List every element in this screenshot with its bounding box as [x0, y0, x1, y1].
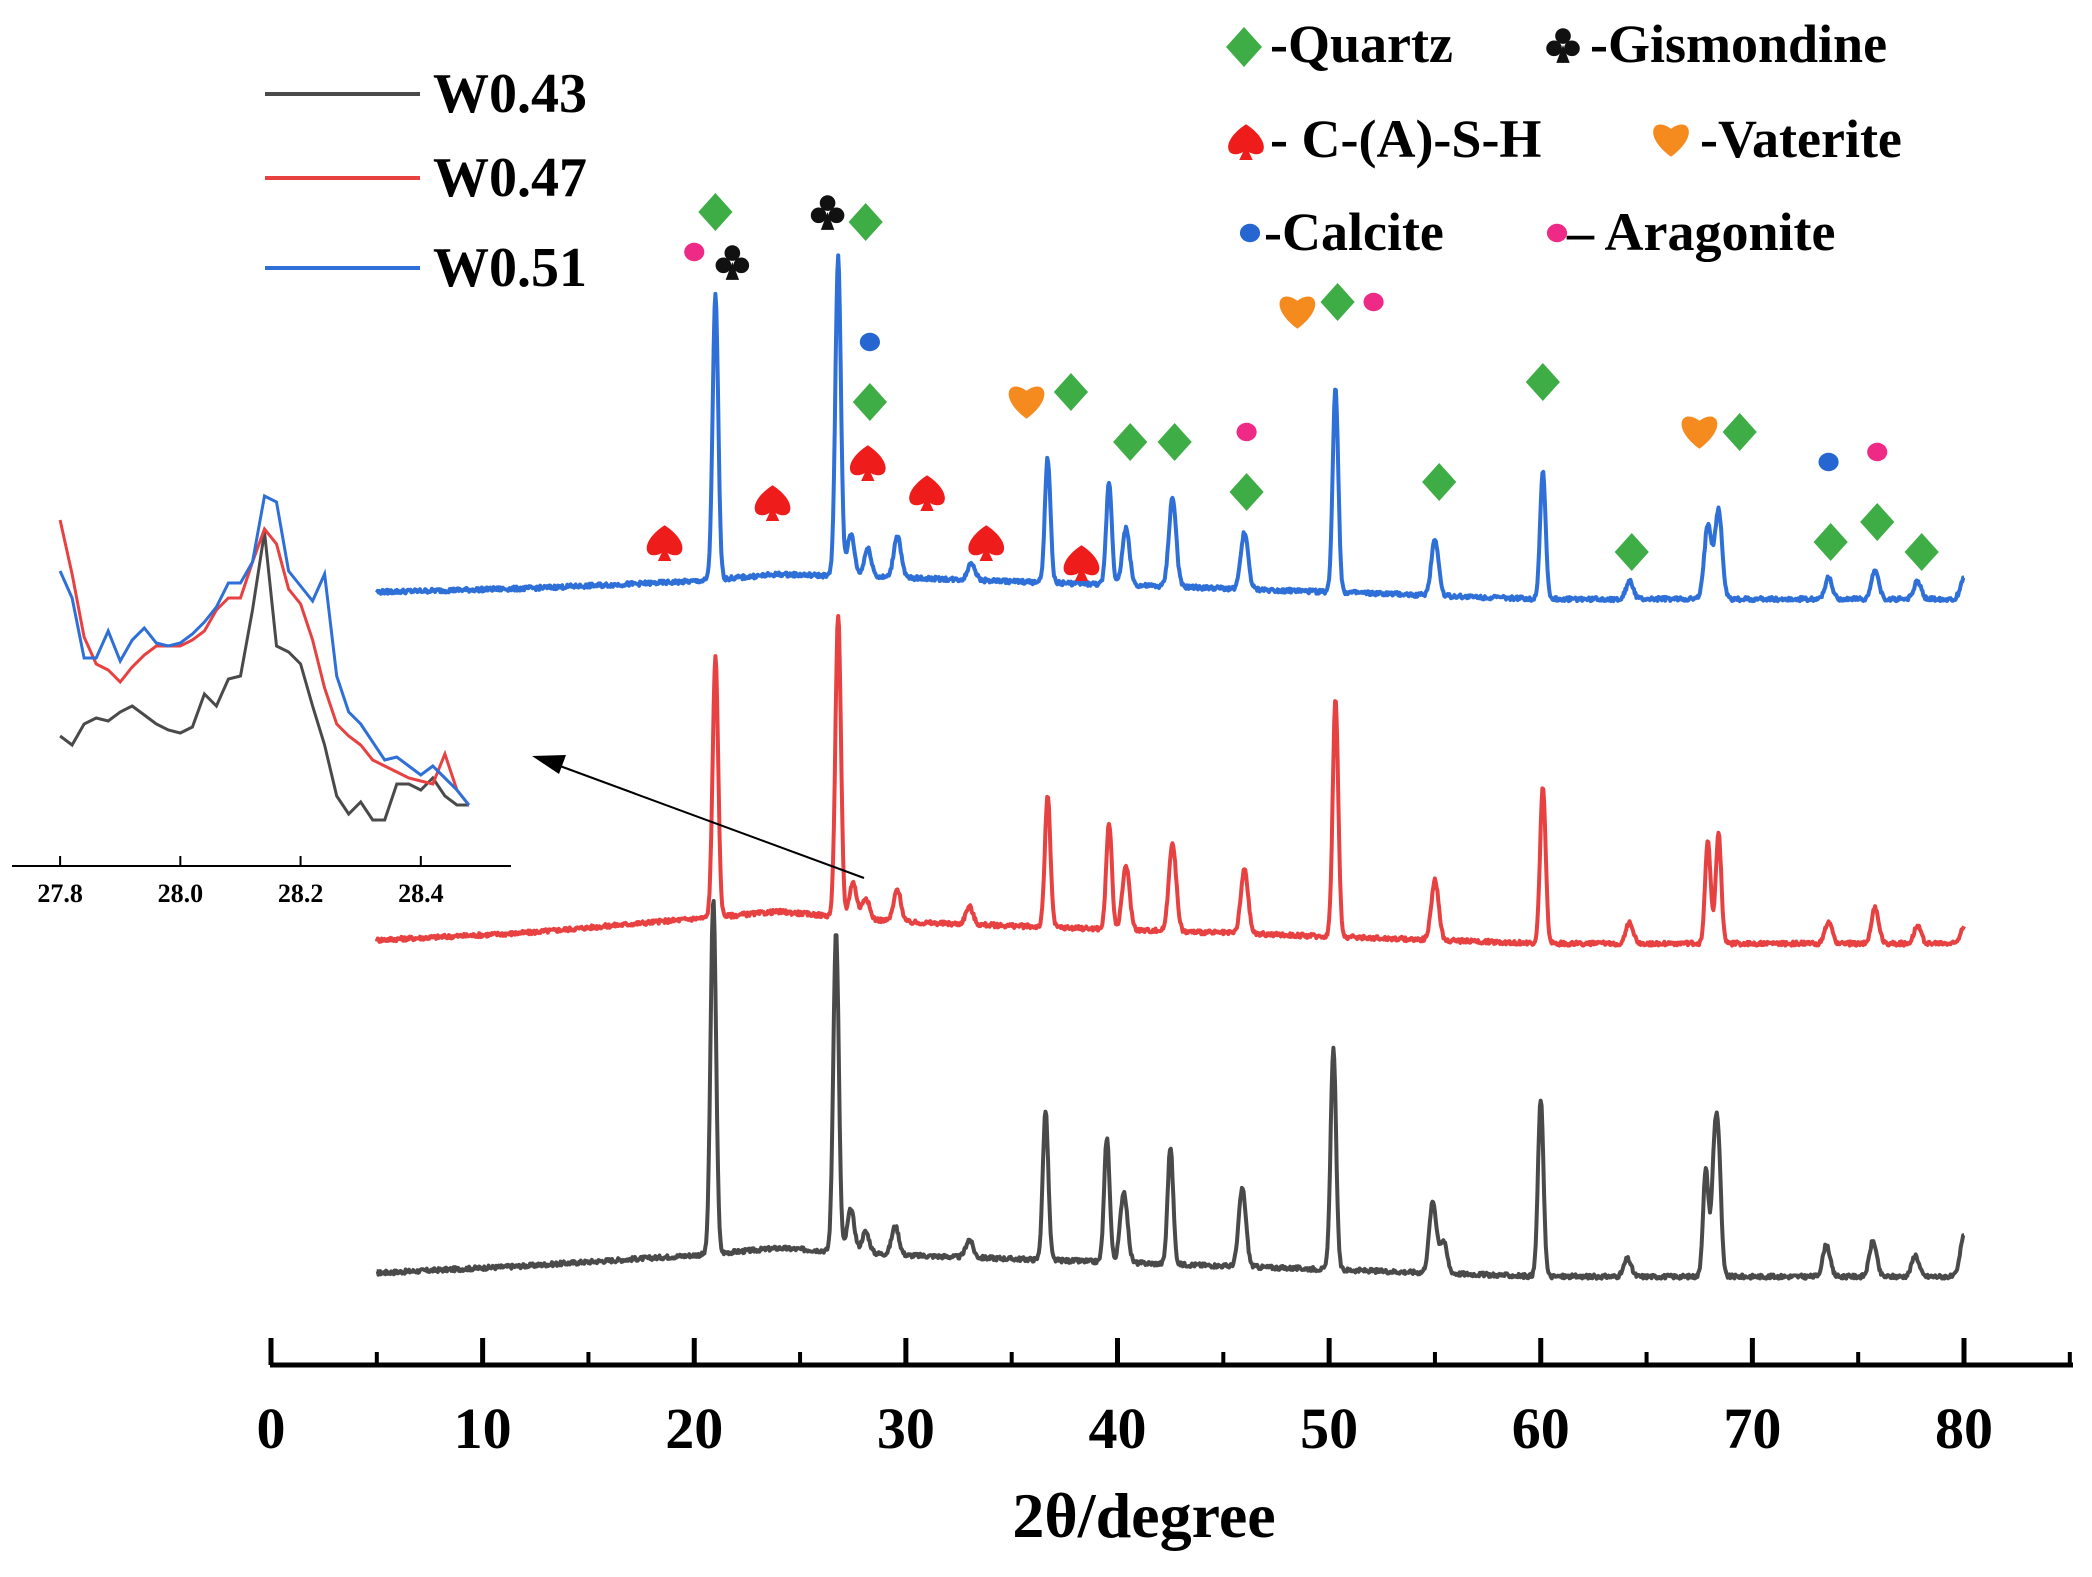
aragonite-circle-icon	[1236, 422, 1257, 442]
quartz-diamond-icon	[1226, 27, 1262, 67]
inset-line-w047	[58, 519, 471, 806]
quartz-diamond-icon	[1860, 503, 1895, 541]
series-line-w043	[375, 899, 1966, 1281]
phase-legend-aragonite: – Aragonite	[1566, 202, 1835, 262]
gismondine-club-icon	[810, 195, 845, 230]
phase-legend-csh: - C-(A)-S-H	[1270, 109, 1541, 169]
aragonite-circle-icon	[1239, 223, 1261, 243]
inset-x-tick-label: 28.4	[398, 879, 444, 908]
aragonite-circle-icon	[1867, 442, 1888, 462]
x-tick-label-80: 80	[1935, 1396, 1993, 1461]
inset-x-tick-label: 28.2	[278, 879, 324, 908]
x-tick-label-50: 50	[1300, 1396, 1358, 1461]
inset-x-tick-label: 28.0	[158, 879, 204, 908]
phase-legend-calcite: -Calcite	[1264, 202, 1444, 262]
inset-line-w051	[58, 493, 471, 806]
peak-annotation-group	[646, 193, 1939, 581]
csh-spade-icon	[968, 525, 1005, 561]
x-tick-label-20: 20	[665, 1396, 723, 1461]
legend-label-w051: W0.51	[433, 237, 587, 299]
series-legend: W0.43 W0.47 W0.51	[265, 63, 587, 299]
quartz-diamond-icon	[1813, 523, 1848, 561]
legend-label-w043: W0.43	[433, 63, 587, 125]
quartz-diamond-icon	[852, 383, 887, 421]
zoom-arrow	[532, 755, 865, 879]
main-pattern-group	[374, 253, 1966, 1281]
gismondine-club-icon	[715, 245, 750, 280]
csh-spade-icon	[754, 485, 791, 521]
vaterite-heart-icon	[1681, 416, 1718, 449]
x-tick-label-10: 10	[454, 1396, 512, 1461]
x-tick-label-60: 60	[1512, 1396, 1570, 1461]
zoom-arrow-line	[559, 765, 865, 879]
csh-spade-icon	[1063, 545, 1100, 581]
x-tick-label-40: 40	[1089, 1396, 1147, 1461]
aragonite-circle-icon	[1363, 292, 1384, 312]
csh-spade-icon	[1228, 124, 1264, 160]
csh-spade-icon	[646, 525, 683, 561]
vaterite-heart-icon	[1653, 124, 1689, 157]
csh-spade-icon	[909, 475, 945, 511]
quartz-diamond-icon	[1614, 533, 1649, 571]
csh-spade-icon	[849, 445, 886, 481]
phase-legend-gismondine: -Gismondine	[1590, 14, 1887, 74]
x-axis: 0 10 20 30 40 50 60 70 80	[257, 1338, 2073, 1461]
inset-zoom-plot: 27.8 28.0 28.2 28.4	[12, 493, 511, 908]
quartz-diamond-icon	[1525, 363, 1560, 401]
x-tick-label-30: 30	[877, 1396, 935, 1461]
quartz-diamond-icon	[1722, 413, 1757, 451]
quartz-diamond-icon	[1113, 423, 1148, 461]
inset-x-tick-label: 27.8	[37, 879, 83, 908]
quartz-diamond-icon	[1422, 463, 1457, 501]
zoom-arrow-head	[532, 755, 566, 774]
quartz-diamond-icon	[1320, 283, 1355, 321]
quartz-diamond-icon	[1157, 423, 1192, 461]
calcite-circle-icon	[859, 332, 880, 352]
aragonite-circle-icon	[1546, 223, 1568, 243]
x-tick-label-70: 70	[1723, 1396, 1781, 1461]
quartz-diamond-icon	[1053, 373, 1089, 411]
legend-label-w047: W0.47	[433, 147, 587, 209]
aragonite-circle-icon	[684, 242, 705, 262]
gismondine-club-icon	[1546, 28, 1580, 63]
vaterite-heart-icon	[1279, 296, 1316, 329]
series-line-w047	[374, 614, 1966, 948]
x-axis-label: 2θ/degree	[1012, 1480, 1275, 1551]
x-tick-label-0: 0	[257, 1396, 286, 1461]
quartz-diamond-icon	[848, 203, 883, 241]
quartz-diamond-icon	[1904, 533, 1939, 571]
phase-legend-vaterite: -Vaterite	[1700, 109, 1902, 169]
calcite-circle-icon	[1818, 452, 1839, 472]
quartz-diamond-icon	[698, 193, 733, 231]
series-line-w051	[375, 253, 1966, 604]
phase-legend-quartz: -Quartz	[1270, 14, 1453, 74]
phase-legend: -Quartz -Gismondine - C-(A)-S-H -Vaterit…	[1226, 14, 1902, 262]
vaterite-heart-icon	[1008, 386, 1045, 419]
quartz-diamond-icon	[1229, 473, 1264, 511]
